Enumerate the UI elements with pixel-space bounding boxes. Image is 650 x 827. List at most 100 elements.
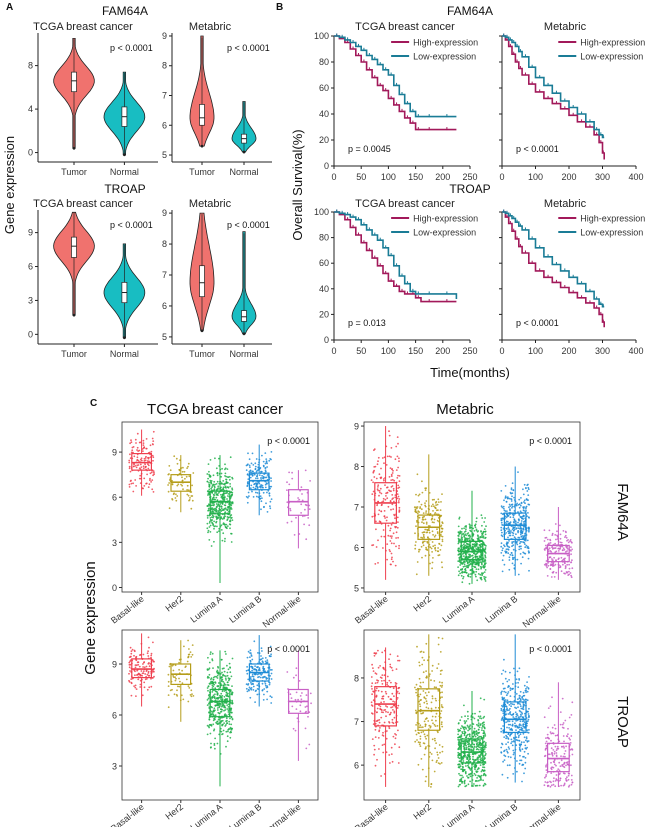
jitter-point xyxy=(210,746,212,749)
jitter-point xyxy=(517,511,519,513)
jitter-point xyxy=(136,661,139,664)
jitter-point xyxy=(549,567,552,570)
jitter-point xyxy=(548,542,550,545)
jitter-point xyxy=(264,467,267,469)
jitter-point xyxy=(255,458,258,460)
jitter-point xyxy=(522,525,525,528)
jitter-point xyxy=(249,649,252,652)
jitter-point xyxy=(523,535,526,538)
jitter-point xyxy=(266,661,269,663)
jitter-point xyxy=(380,510,383,513)
jitter-point xyxy=(523,501,525,503)
jitter-point xyxy=(224,725,227,727)
jitter-point xyxy=(259,497,262,500)
jitter-point xyxy=(374,672,377,674)
jitter-point xyxy=(390,447,393,449)
jitter-point xyxy=(500,490,503,492)
jitter-point xyxy=(419,705,422,708)
jitter-point xyxy=(254,462,257,465)
jitter-point xyxy=(397,687,400,689)
jitter-point xyxy=(214,747,216,750)
jitter-point xyxy=(475,575,477,578)
jitter-point xyxy=(440,561,443,564)
jitter-point xyxy=(545,565,548,567)
jitter-point xyxy=(168,482,171,484)
jitter-point xyxy=(507,552,510,555)
jitter-point xyxy=(483,571,486,573)
jitter-point xyxy=(255,483,258,486)
jitter-point xyxy=(135,655,138,658)
jitter-point xyxy=(212,685,215,688)
jitter-point xyxy=(459,778,462,781)
jitter-point xyxy=(213,742,216,745)
jitter-point xyxy=(377,562,379,564)
jitter-point xyxy=(217,672,220,674)
jitter-point xyxy=(305,747,308,750)
jitter-point xyxy=(221,723,224,726)
jitter-point xyxy=(310,702,312,705)
survival-plot-b4: 0 100 200 300 400High-expressionLow-expressi… xyxy=(499,209,645,356)
jitter-point xyxy=(509,756,512,759)
jitter-point xyxy=(209,474,212,477)
jitter-point xyxy=(467,717,469,720)
jitter-point xyxy=(260,508,262,511)
jitter-point xyxy=(386,491,389,494)
jitter-point xyxy=(227,495,229,497)
jitter-point xyxy=(525,507,527,510)
jitter-point xyxy=(509,695,512,697)
jitter-point xyxy=(418,732,420,735)
jitter-point xyxy=(206,522,209,525)
jitter-point xyxy=(231,699,234,702)
jitter-point xyxy=(504,713,507,716)
jitter-point xyxy=(230,504,233,507)
jitter-point xyxy=(212,694,215,697)
jitter-point xyxy=(507,548,510,551)
panel-b-tcga-title-1: TCGA breast cancer xyxy=(355,21,455,33)
jitter-point xyxy=(380,690,383,693)
jitter-point xyxy=(510,503,513,506)
y-tick-label: 9 xyxy=(112,660,117,670)
panel-letter-c: C xyxy=(90,398,97,409)
jitter-point xyxy=(436,550,439,553)
jitter-point xyxy=(433,535,436,538)
jitter-point xyxy=(508,506,510,509)
jitter-point xyxy=(414,508,417,511)
jitter-point xyxy=(440,535,442,537)
jitter-point xyxy=(467,764,469,767)
jitter-point xyxy=(457,534,460,537)
y-tick-label: 8 xyxy=(162,239,167,249)
jitter-point xyxy=(293,534,296,536)
jitter-point xyxy=(472,533,475,536)
jitter-point xyxy=(380,535,383,538)
jitter-point xyxy=(469,547,471,549)
jitter-point xyxy=(389,665,392,668)
jitter-point xyxy=(527,713,530,715)
jitter-point xyxy=(502,547,504,550)
jitter-point xyxy=(266,685,269,687)
jitter-point xyxy=(226,681,229,684)
jitter-point xyxy=(225,691,228,694)
jitter-point xyxy=(210,482,213,485)
jitter-point xyxy=(295,708,298,710)
jitter-point xyxy=(382,500,385,503)
jitter-point xyxy=(415,724,417,726)
jitter-point xyxy=(519,525,522,528)
jitter-point xyxy=(174,497,177,499)
jitter-point xyxy=(129,480,132,482)
jitter-point xyxy=(458,547,460,550)
jitter-point xyxy=(524,546,527,549)
jitter-point xyxy=(187,465,189,468)
x-tick-label: Basal-like xyxy=(109,802,146,827)
jitter-point xyxy=(468,582,471,585)
jitter-point xyxy=(385,737,388,740)
jitter-point xyxy=(208,718,211,721)
jitter-point xyxy=(418,511,421,513)
jitter-point xyxy=(216,677,219,679)
jitter-point xyxy=(371,515,374,518)
jitter-point xyxy=(476,530,479,533)
jitter-point xyxy=(422,651,425,654)
jitter-point xyxy=(458,517,461,520)
jitter-point xyxy=(223,670,226,673)
jitter-point xyxy=(226,684,229,686)
jitter-point xyxy=(206,473,209,475)
